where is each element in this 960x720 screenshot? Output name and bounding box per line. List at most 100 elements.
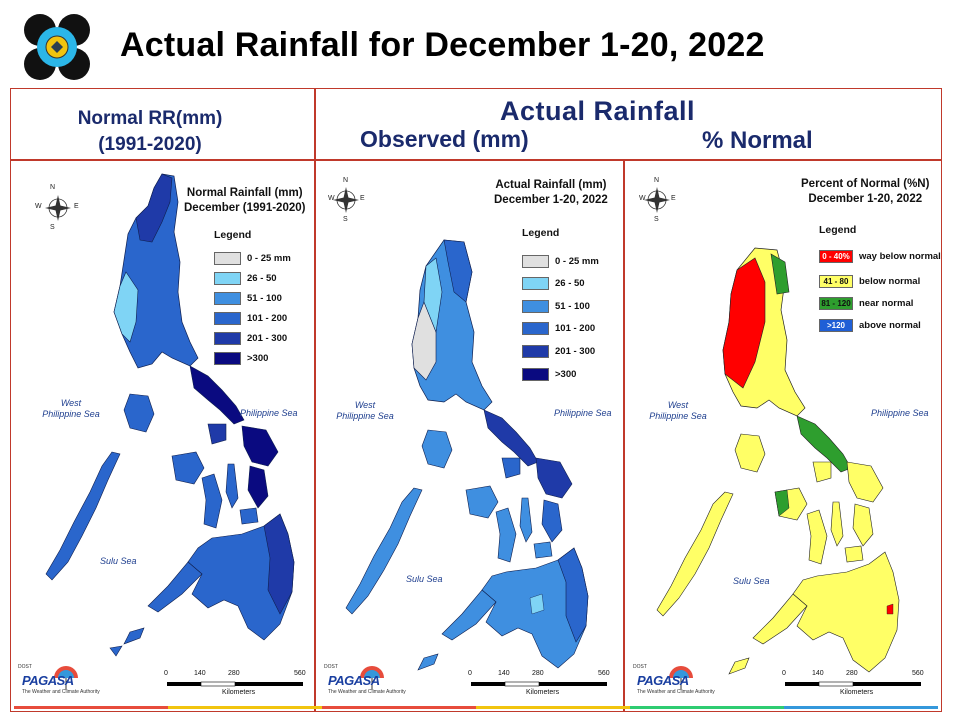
negros-island <box>201 473 223 529</box>
scale-tick-280: 280 <box>532 670 544 677</box>
samar-island <box>241 425 279 467</box>
panay-near-normal <box>774 489 790 517</box>
compass-s: S <box>654 216 659 223</box>
legend-actual-row-2: 51 - 100 <box>522 299 590 313</box>
scale-bar <box>785 681 921 687</box>
mindanao-red-spot <box>886 603 894 615</box>
legend-normal-title: Legend <box>214 229 252 241</box>
compass-w: W <box>328 195 335 202</box>
pagasa-name: PAGASA <box>22 673 74 688</box>
zamboanga-peninsula <box>441 589 497 641</box>
legend-normal-row-5: >300 <box>214 351 268 365</box>
legend-actual-row-1: 26 - 50 <box>522 276 585 290</box>
normal-heading-line1: Normal RR(mm) <box>77 108 223 129</box>
legend-percent-row-2: 81 - 120 near normal <box>819 296 913 310</box>
scale-tick-140: 140 <box>812 670 824 677</box>
sulu-islands <box>417 653 439 671</box>
luzon-northeast <box>443 239 473 303</box>
legend-normal-row-0: 0 - 25 mm <box>214 251 291 265</box>
panel-normal-title-line2: December (1991-2020) <box>184 202 306 214</box>
legend-normal-row-2: 51 - 100 <box>214 291 282 305</box>
map-percent <box>644 187 921 687</box>
legend-actual-row-4: 201 - 300 <box>522 344 595 358</box>
scale-unit: Kilometers <box>840 689 874 696</box>
scale-tick-140: 140 <box>194 670 206 677</box>
page-title: Actual Rainfall for December 1-20, 2022 <box>120 26 765 64</box>
masbate-island <box>501 457 521 479</box>
normal-heading: Normal RR(mm) (1991-2020) <box>30 106 270 158</box>
panay-island <box>465 485 499 519</box>
masbate-island <box>812 461 832 483</box>
scale-tick-0: 0 <box>468 670 472 677</box>
samar-island <box>846 461 884 503</box>
negros-island <box>495 507 517 563</box>
scale-bar <box>167 681 303 687</box>
sea-label-west: West Philippine Sea <box>336 400 394 421</box>
panel-actual-title-line1: Actual Rainfall (mm) <box>495 179 607 191</box>
header-divider <box>10 159 942 161</box>
bohol-island <box>239 507 259 525</box>
legend-percent-row-3: >120 above normal <box>819 318 921 332</box>
sulu-islands <box>109 627 145 657</box>
pagasa-name: PAGASA <box>328 673 380 688</box>
map-normal <box>45 173 303 687</box>
mindoro-island <box>421 429 453 469</box>
legend-normal-row-4: 201 - 300 <box>214 331 287 345</box>
normal-heading-line2: (1991-2020) <box>98 134 202 155</box>
palawan-island <box>45 451 121 581</box>
pagasa-tagline: The Weather and Climate Authority <box>637 689 715 695</box>
sea-label-sulu: Sulu Sea <box>100 556 137 566</box>
samar-island <box>535 457 573 499</box>
scale-tick-560: 560 <box>294 670 306 677</box>
footer-stripe <box>14 706 938 709</box>
panel-actual-title-line2: December 1-20, 2022 <box>494 194 608 206</box>
observed-heading: Observed (mm) <box>360 126 529 152</box>
legend-actual-row-3: 101 - 200 <box>522 321 595 335</box>
compass-n: N <box>50 184 56 191</box>
pagasa-dost: DOST <box>633 664 647 670</box>
compass-w: W <box>639 195 646 202</box>
leyte-island <box>541 499 563 543</box>
cebu-island <box>225 463 239 509</box>
scale-bar <box>471 681 607 687</box>
legend-percent-row-0: 0 - 40% way below normal <box>819 249 941 263</box>
mindoro-island <box>123 393 155 433</box>
compass-s: S <box>50 224 55 231</box>
legend-normal-row-3: 101 - 200 <box>214 311 287 325</box>
pagasa-logo-icon: DOST PAGASA The Weather and Climate Auth… <box>320 664 406 698</box>
compass-s: S <box>343 216 348 223</box>
map-actual <box>333 187 607 687</box>
compass-rose-icon <box>333 187 359 213</box>
pagasa-name: PAGASA <box>637 673 689 688</box>
panay-island <box>171 451 205 485</box>
pagasa-tagline: The Weather and Climate Authority <box>22 689 100 695</box>
sea-label-east: Philippine Sea <box>240 408 298 418</box>
legend-actual-title: Legend <box>522 227 560 239</box>
percent-heading: % Normal <box>702 127 813 154</box>
cebu-island <box>519 497 533 543</box>
scale-tick-280: 280 <box>846 670 858 677</box>
compass-e: E <box>671 195 676 202</box>
panel-normal: N S W E Normal Rainfall (mm) December (1… <box>12 162 314 710</box>
masbate-island <box>207 423 227 445</box>
bohol-island <box>844 545 864 563</box>
compass-e: E <box>74 203 79 210</box>
compass-w: W <box>35 203 42 210</box>
luzon-west-coast <box>113 271 139 343</box>
pagasa-dost: DOST <box>18 664 32 670</box>
scale-tick-280: 280 <box>228 670 240 677</box>
sulu-islands <box>728 657 750 675</box>
scale-tick-0: 0 <box>782 670 786 677</box>
luzon-northeast-near <box>770 253 790 295</box>
scale-tick-0: 0 <box>164 670 168 677</box>
sea-label-east: Philippine Sea <box>554 408 612 418</box>
mindanao-island <box>792 551 900 673</box>
cebu-island <box>830 501 844 547</box>
luzon-north <box>135 173 173 243</box>
negros-island <box>806 509 828 565</box>
palawan-island <box>656 491 734 617</box>
pagasa-dost: DOST <box>324 664 338 670</box>
pagasa-tagline: The Weather and Climate Authority <box>328 689 406 695</box>
logo-icon <box>24 14 90 80</box>
zamboanga-peninsula <box>147 561 203 613</box>
